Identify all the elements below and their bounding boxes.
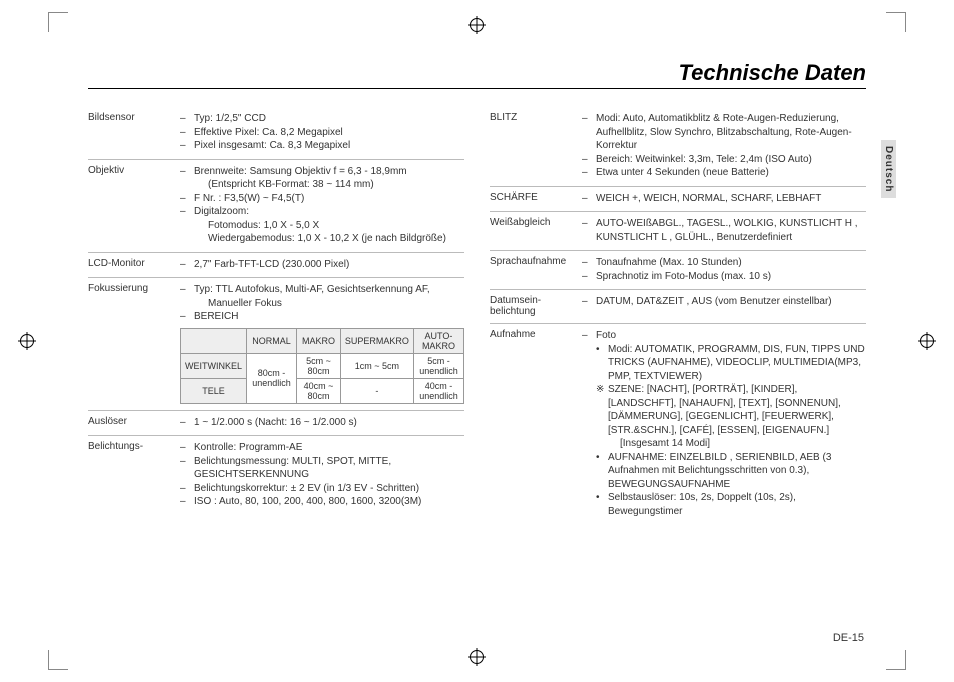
spec-row: Belichtungs-–Kontrolle: Programm-AE–Beli… (88, 436, 464, 515)
spec-row: Fokussierung–Typ: TTL Autofokus, Multi-A… (88, 278, 464, 411)
spec-values: –WEICH +, WEICH, NORMAL, SCHARF, LEBHAFT (582, 192, 866, 206)
right-column: BLITZ–Modi: Auto, Automatikblitz & Rote-… (490, 107, 866, 524)
spec-values: –Modi: Auto, Automatikblitz & Rote-Augen… (582, 112, 866, 180)
spec-line: –Kontrolle: Programm-AE (180, 441, 464, 455)
spec-values: –Foto•Modi: AUTOMATIK, PROGRAMM, DIS, FU… (582, 329, 866, 518)
spec-line: –Etwa unter 4 Sekunden (neue Batterie) (582, 166, 866, 180)
table-cell: - (340, 378, 413, 403)
spec-line: Wiedergabemodus: 1,0 X - 10,2 X (je nach… (180, 232, 464, 246)
spec-line: GESICHTSERKENNUNG (180, 468, 464, 482)
left-column: Bildsensor–Typ: 1/2,5" CCD–Effektive Pix… (88, 107, 464, 524)
spec-line: –WEICH +, WEICH, NORMAL, SCHARF, LEBHAFT (582, 192, 866, 206)
spec-label: Belichtungs- (88, 441, 180, 509)
table-cell: 40cm - unendlich (413, 378, 463, 403)
page-number: DE-15 (833, 632, 864, 644)
spec-line: (Entspricht KB-Format: 38 ~ 114 mm) (180, 178, 464, 192)
focus-range-table: NORMALMAKROSUPERMAKROAUTO-MAKRO WEITWINKE… (180, 328, 464, 404)
table-header: SUPERMAKRO (340, 328, 413, 353)
spec-line: –Digitalzoom: (180, 205, 464, 219)
table-cell: 5cm ~ 80cm (297, 353, 341, 378)
spec-values: –2,7" Farb-TFT-LCD (230.000 Pixel) (180, 258, 464, 272)
page-title: Technische Daten (88, 60, 866, 89)
spec-label: Fokussierung (88, 283, 180, 404)
spec-line: –DATUM, DAT&ZEIT , AUS (vom Benutzer ein… (582, 295, 866, 309)
spec-label: LCD-Monitor (88, 258, 180, 272)
spec-label: Datumsein-belichtung (490, 295, 582, 317)
spec-label: Sprachaufnahme (490, 256, 582, 283)
registration-mark (920, 334, 934, 348)
spec-label: Objektiv (88, 165, 180, 246)
table-header (181, 328, 247, 353)
spec-label: Auslöser (88, 416, 180, 430)
spec-line: – Tonaufnahme (Max. 10 Stunden) (582, 256, 866, 270)
spec-row: LCD-Monitor–2,7" Farb-TFT-LCD (230.000 P… (88, 253, 464, 279)
spec-line: Fotomodus: 1,0 X - 5,0 X (180, 219, 464, 233)
spec-row: Objektiv–Brennweite: Samsung Objektiv f … (88, 160, 464, 253)
spec-row: Auslöser–1 ~ 1/2.000 s (Nacht: 16 ~ 1/2.… (88, 411, 464, 437)
page-content: Technische Daten Bildsensor–Typ: 1/2,5" … (88, 60, 866, 632)
crop-mark (48, 650, 68, 670)
spec-label: Aufnahme (490, 329, 582, 518)
table-cell: 40cm ~ 80cm (297, 378, 341, 403)
spec-line: –1 ~ 1/2.000 s (Nacht: 16 ~ 1/2.000 s) (180, 416, 464, 430)
crop-mark (48, 12, 68, 32)
spec-line: –Bereich: Weitwinkel: 3,3m, Tele: 2,4m (… (582, 153, 866, 167)
language-tab: Deutsch (881, 140, 896, 198)
spec-row: Aufnahme–Foto•Modi: AUTOMATIK, PROGRAMM,… (490, 324, 866, 524)
registration-mark (470, 18, 484, 32)
spec-label: Weißabgleich (490, 217, 582, 244)
spec-line: –AUTO-WEIßABGL., TAGESL., WOLKIG, KUNSTL… (582, 217, 866, 244)
table-header: AUTO-MAKRO (413, 328, 463, 353)
table-cell: WEITWINKEL (181, 353, 247, 378)
spec-line: –Effektive Pixel: Ca. 8,2 Megapixel (180, 126, 464, 140)
spec-row: Datumsein-belichtung–DATUM, DAT&ZEIT , A… (490, 290, 866, 324)
spec-row: Weißabgleich–AUTO-WEIßABGL., TAGESL., WO… (490, 212, 866, 251)
spec-label: SCHÄRFE (490, 192, 582, 206)
spec-values: –Typ: TTL Autofokus, Multi-AF, Gesichtse… (180, 283, 464, 404)
spec-line: –Typ: TTL Autofokus, Multi-AF, Gesichtse… (180, 283, 464, 297)
spec-line: –Belichtungskorrektur: ± 2 EV (in 1/3 EV… (180, 482, 464, 496)
spec-line: –Sprachnotiz im Foto-Modus (max. 10 s) (582, 270, 866, 284)
registration-mark (20, 334, 34, 348)
spec-line: –2,7" Farb-TFT-LCD (230.000 Pixel) (180, 258, 464, 272)
spec-values: –Brennweite: Samsung Objektiv f = 6,3 - … (180, 165, 464, 246)
spec-subline: [Insgesamt 14 Modi] (582, 437, 866, 451)
registration-mark (470, 650, 484, 664)
spec-line: –Brennweite: Samsung Objektiv f = 6,3 - … (180, 165, 464, 179)
table-cell: 5cm - unendlich (413, 353, 463, 378)
spec-row: Sprachaufnahme– Tonaufnahme (Max. 10 Stu… (490, 251, 866, 290)
table-header: NORMAL (247, 328, 297, 353)
spec-values: – Tonaufnahme (Max. 10 Stunden)–Sprachno… (582, 256, 866, 283)
spec-line: –Foto (582, 329, 866, 343)
spec-values: –1 ~ 1/2.000 s (Nacht: 16 ~ 1/2.000 s) (180, 416, 464, 430)
spec-line: –Pixel insgesamt: Ca. 8,3 Megapixel (180, 139, 464, 153)
crop-mark (886, 12, 906, 32)
table-cell: 80cm - unendlich (247, 353, 297, 403)
table-cell: 1cm ~ 5cm (340, 353, 413, 378)
spec-values: –Kontrolle: Programm-AE–Belichtungsmessu… (180, 441, 464, 509)
spec-line: –Modi: Auto, Automatikblitz & Rote-Augen… (582, 112, 866, 153)
spec-row: Bildsensor–Typ: 1/2,5" CCD–Effektive Pix… (88, 107, 464, 160)
spec-label: Bildsensor (88, 112, 180, 153)
spec-line: –Typ: 1/2,5" CCD (180, 112, 464, 126)
spec-line: –ISO : Auto, 80, 100, 200, 400, 800, 160… (180, 495, 464, 509)
spec-line: –BEREICH (180, 310, 464, 324)
crop-mark (886, 650, 906, 670)
table-cell: TELE (181, 378, 247, 403)
spec-values: –AUTO-WEIßABGL., TAGESL., WOLKIG, KUNSTL… (582, 217, 866, 244)
spec-values: –Typ: 1/2,5" CCD–Effektive Pixel: Ca. 8,… (180, 112, 464, 153)
spec-line: Manueller Fokus (180, 297, 464, 311)
spec-row: SCHÄRFE–WEICH +, WEICH, NORMAL, SCHARF, … (490, 187, 866, 213)
spec-values: –DATUM, DAT&ZEIT , AUS (vom Benutzer ein… (582, 295, 866, 317)
spec-label: BLITZ (490, 112, 582, 180)
table-header: MAKRO (297, 328, 341, 353)
spec-row: BLITZ–Modi: Auto, Automatikblitz & Rote-… (490, 107, 866, 187)
spec-bullet: •AUFNAHME: EINZELBILD , SERIENBILD, AEB … (582, 451, 866, 492)
spec-line: –Belichtungsmessung: MULTI, SPOT, MITTE, (180, 455, 464, 469)
spec-bullet: ※SZENE: [NACHT], [PORTRÄT], [KINDER], [L… (582, 383, 866, 437)
spec-bullet: •Selbstauslöser: 10s, 2s, Doppelt (10s, … (582, 491, 866, 518)
spec-bullet: •Modi: AUTOMATIK, PROGRAMM, DIS, FUN, TI… (582, 343, 866, 384)
spec-line: –F Nr. : F3,5(W) ~ F4,5(T) (180, 192, 464, 206)
